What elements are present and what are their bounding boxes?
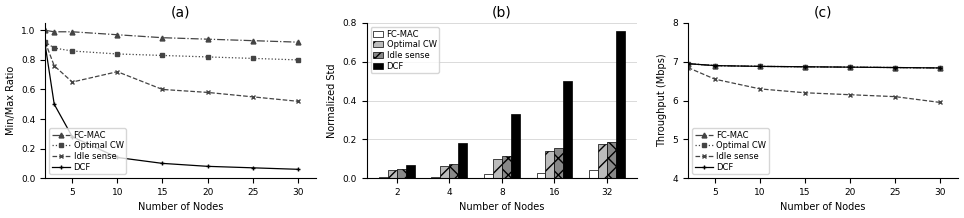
Y-axis label: Throughput (Mbps): Throughput (Mbps) bbox=[656, 54, 667, 147]
Bar bbox=[511, 114, 520, 178]
Bar bbox=[616, 31, 625, 178]
X-axis label: Number of Nodes: Number of Nodes bbox=[138, 203, 224, 213]
Legend: FC-MAC, Optimal CW, Idle sense, DCF: FC-MAC, Optimal CW, Idle sense, DCF bbox=[371, 27, 439, 73]
Legend: FC-MAC, Optimal CW, Idle sense, DCF: FC-MAC, Optimal CW, Idle sense, DCF bbox=[49, 128, 126, 174]
Bar bbox=[388, 170, 397, 178]
Bar bbox=[598, 144, 607, 178]
Bar bbox=[554, 148, 563, 178]
Bar bbox=[406, 165, 415, 178]
Bar bbox=[607, 142, 616, 178]
Bar bbox=[484, 174, 493, 178]
Bar bbox=[449, 164, 458, 178]
X-axis label: Number of Nodes: Number of Nodes bbox=[459, 203, 545, 213]
Bar bbox=[546, 151, 554, 178]
Bar bbox=[493, 159, 502, 178]
Y-axis label: Normalized Std: Normalized Std bbox=[327, 63, 336, 138]
Bar bbox=[458, 143, 468, 178]
Bar bbox=[537, 173, 546, 178]
Bar bbox=[397, 169, 406, 178]
Bar bbox=[563, 81, 573, 178]
X-axis label: Number of Nodes: Number of Nodes bbox=[781, 203, 866, 213]
Bar bbox=[432, 177, 441, 178]
Text: (a): (a) bbox=[171, 6, 190, 20]
Bar bbox=[441, 165, 449, 178]
Bar bbox=[502, 156, 511, 178]
Bar bbox=[589, 170, 598, 178]
Legend: FC-MAC, Optimal CW, Idle sense, DCF: FC-MAC, Optimal CW, Idle sense, DCF bbox=[692, 128, 768, 174]
Bar bbox=[379, 177, 388, 178]
Text: (c): (c) bbox=[814, 6, 832, 20]
Y-axis label: Min/Max Ratio: Min/Max Ratio bbox=[6, 66, 15, 135]
Text: (b): (b) bbox=[492, 6, 512, 20]
